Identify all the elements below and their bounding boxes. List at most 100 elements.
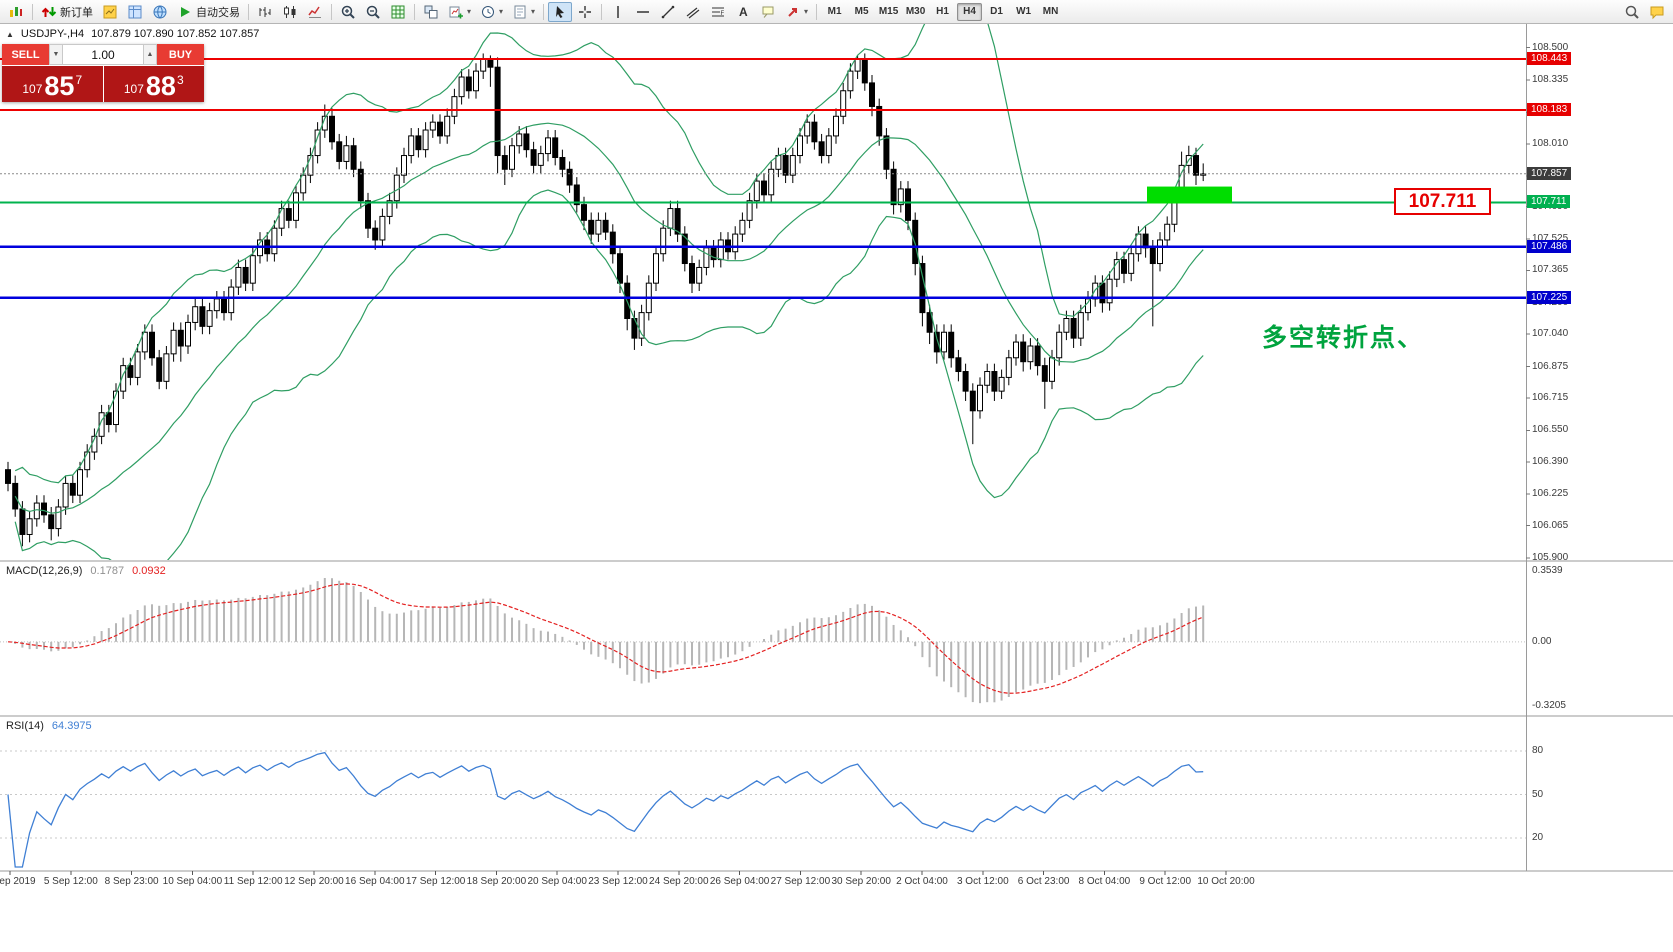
- zoom-out-button[interactable]: [361, 2, 385, 22]
- ohlc-values: 107.879 107.890 107.852 107.857: [91, 28, 260, 40]
- timeframe-m5[interactable]: M5: [854, 6, 869, 17]
- time-label: 8 Oct 04:00: [1078, 876, 1131, 887]
- bollinger-upper-line[interactable]: [14, 0, 1204, 484]
- time-label: 24 Sep 20:00: [649, 876, 709, 887]
- new-chart-icon: [448, 4, 464, 20]
- algo-trading-button[interactable]: 自动交易: [173, 2, 244, 22]
- zoom-in-button[interactable]: [336, 2, 360, 22]
- sell-button[interactable]: SELL: [2, 44, 49, 65]
- grid-icon: [390, 4, 406, 20]
- sell-price-big: 85: [44, 71, 75, 101]
- search-icon: [1624, 4, 1640, 20]
- volume-decrease-button[interactable]: ▼: [49, 44, 63, 65]
- algo-trading-icon: [177, 4, 193, 20]
- toolbar-separator: [331, 3, 332, 20]
- timeframe-w1[interactable]: W1: [1016, 6, 1032, 17]
- new-chart-dropdown-icon[interactable]: ▾: [467, 7, 472, 16]
- navigator-button[interactable]: [123, 2, 147, 22]
- timeframe-m1[interactable]: M1: [827, 6, 842, 17]
- equidistant-channel-button[interactable]: [681, 2, 705, 22]
- time-label: 5 Sep 12:00: [43, 876, 98, 887]
- period-menu-dropdown-icon[interactable]: ▾: [499, 7, 504, 16]
- line-chart-button[interactable]: [303, 2, 327, 22]
- time-label: 10 Sep 04:00: [162, 876, 223, 887]
- template-menu-dropdown-icon[interactable]: ▾: [531, 7, 536, 16]
- search-button[interactable]: [1620, 2, 1644, 22]
- timeframe-m30[interactable]: M30: [905, 6, 926, 17]
- market-watch-button[interactable]: [98, 2, 122, 22]
- time-label: 3 Oct 12:00: [956, 876, 1009, 887]
- arrows-dropdown-icon[interactable]: ▾: [804, 7, 809, 16]
- buy-price-prefix: 107: [123, 82, 144, 96]
- chart-annotation-text: 多空转折点、: [1262, 324, 1425, 352]
- grid-button[interactable]: [386, 2, 410, 22]
- new-order-button[interactable]: 新订单: [37, 2, 97, 22]
- bar-chart-icon: [257, 4, 273, 20]
- new-order-label: 新订单: [60, 6, 93, 19]
- time-label: 12 Sep 20:00: [284, 876, 344, 887]
- rsi-name: RSI(14): [6, 720, 44, 732]
- candle-chart-button[interactable]: [278, 2, 302, 22]
- period-menu-button[interactable]: ▾: [476, 2, 507, 22]
- macd-axis-tick: -0.3205: [1532, 700, 1566, 711]
- timeframe-h1[interactable]: H1: [936, 6, 949, 17]
- tile-windows-icon: [423, 4, 439, 20]
- current-price-badge: 107.857: [1527, 166, 1572, 180]
- bollinger-middle-line[interactable]: [14, 122, 1204, 514]
- new-order-icon: [41, 4, 57, 20]
- macd-label: MACD(12,26,9) 0.1787 0.0932: [6, 565, 166, 577]
- toolbar-separator: [248, 3, 249, 20]
- chart-info-line: ▲ USDJPY-,H4 107.879 107.890 107.852 107…: [6, 28, 259, 40]
- macd-signal-value: 0.0932: [132, 565, 166, 577]
- timeframe-m15[interactable]: M15: [878, 6, 899, 17]
- equidistant-channel-icon: [685, 4, 701, 20]
- symbol-period-label: USDJPY-,H4: [20, 28, 85, 40]
- price-tick: 108.500: [1532, 41, 1569, 53]
- price-tick: 106.550: [1532, 424, 1569, 436]
- fibonacci-button[interactable]: F: [706, 2, 730, 22]
- bollinger-lower-line[interactable]: [14, 189, 1204, 579]
- price-axis[interactable]: 108.500108.335108.170108.010107.845107.6…: [1526, 24, 1672, 872]
- community-button[interactable]: [1645, 2, 1669, 22]
- buy-price-display[interactable]: 107 88 3: [103, 66, 204, 102]
- mql5-web-icon: [152, 4, 168, 20]
- timeframe-d1[interactable]: D1: [990, 6, 1003, 17]
- line-chart-icon: [307, 4, 323, 20]
- zoom-out-icon: [365, 4, 381, 20]
- volume-input[interactable]: [63, 44, 143, 65]
- mql5-web-button[interactable]: [148, 2, 172, 22]
- time-label: 2 Oct 04:00: [896, 876, 948, 887]
- time-label: 6 Oct 23:00: [1017, 876, 1070, 887]
- buy-button[interactable]: BUY: [157, 44, 204, 65]
- timeframe-h4[interactable]: H4: [957, 2, 983, 21]
- app-button: [4, 2, 28, 22]
- market-watch-icon: [102, 4, 118, 20]
- crosshair-button[interactable]: [573, 2, 597, 22]
- tile-windows-button[interactable]: [419, 2, 443, 22]
- timeframe-mn[interactable]: MN: [1042, 6, 1059, 17]
- sell-price-display[interactable]: 107 85 7: [2, 66, 103, 102]
- sell-price-sup: 7: [75, 73, 83, 87]
- bar-chart-button[interactable]: [253, 2, 277, 22]
- time-label: 20 Sep 04:00: [527, 876, 587, 887]
- cursor-button[interactable]: [548, 1, 573, 22]
- highlight-rectangle[interactable]: [1147, 186, 1232, 204]
- volume-increase-button[interactable]: ▲: [143, 44, 157, 65]
- horizontal-line-button[interactable]: [631, 2, 655, 22]
- trend-line-button[interactable]: [656, 2, 680, 22]
- text-button[interactable]: A: [731, 2, 755, 22]
- resistance-badge-1: 108.443: [1527, 51, 1572, 65]
- pivot-badge: 107.711: [1527, 195, 1571, 209]
- one-click-collapse-button[interactable]: ▲: [6, 29, 14, 39]
- template-menu-button[interactable]: ▾: [508, 2, 539, 22]
- arrows-button[interactable]: ▾: [781, 2, 812, 22]
- trend-line-icon: [660, 4, 676, 20]
- arrows-icon: [785, 4, 801, 20]
- price-tick: 108.010: [1532, 137, 1569, 149]
- rsi-line: [7, 751, 1204, 868]
- text-label-button[interactable]: [756, 2, 780, 22]
- vertical-line-button[interactable]: [606, 2, 630, 22]
- new-chart-button[interactable]: ▾: [444, 2, 475, 22]
